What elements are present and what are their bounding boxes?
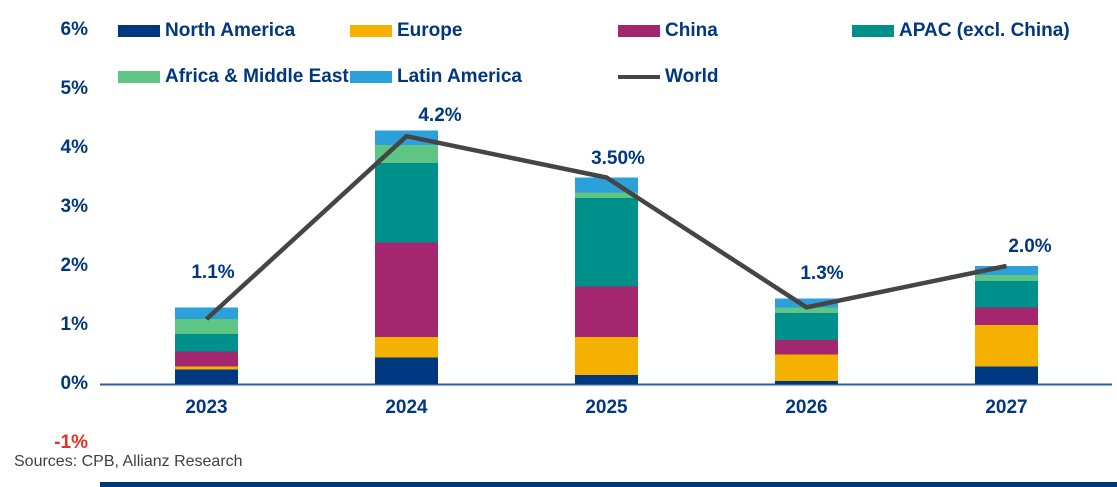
x-axis-label: 2024 — [385, 397, 428, 418]
legend-label: APAC (excl. China) — [899, 20, 1070, 41]
bar-segment-latin-america-2027 — [975, 266, 1038, 275]
legend-label: China — [665, 20, 718, 41]
bar-segment-africa-middle-east-2025 — [575, 192, 638, 199]
legend-color-swatch — [852, 25, 894, 37]
footer-rule — [100, 482, 1117, 487]
legend-label: Africa & Middle East — [165, 66, 349, 87]
bar-segment-europe-2024 — [375, 336, 438, 358]
x-axis-label: 2023 — [185, 397, 228, 418]
bar-segment-apac-excl-china-2026 — [775, 313, 838, 340]
x-axis-label: 2025 — [585, 397, 628, 418]
x-axis-label: 2027 — [985, 397, 1028, 418]
y-tick-label: 6% — [60, 19, 88, 40]
legend-label: Latin America — [397, 66, 522, 87]
legend-color-swatch — [118, 71, 160, 83]
bar-segment-europe-2027 — [975, 325, 1038, 367]
y-tick-label: 0% — [60, 373, 88, 394]
bar-segment-europe-2023 — [175, 366, 238, 370]
legend-item-europe: Europe — [350, 20, 462, 42]
x-axis-label: 2026 — [785, 397, 828, 418]
legend-label: World — [665, 66, 719, 87]
bar-segment-europe-2026 — [775, 354, 838, 382]
bar-segment-china-2026 — [775, 339, 838, 355]
bar-segment-china-2023 — [175, 351, 238, 367]
bar-segment-africa-middle-east-2027 — [975, 274, 1038, 281]
bar-value-label: 1.3% — [800, 263, 844, 284]
y-tick-label: 2% — [60, 255, 88, 276]
bar-segment-europe-2025 — [575, 336, 638, 376]
bar-segment-china-2025 — [575, 286, 638, 337]
world-line — [204, 133, 1007, 321]
legend-item-apac-excl-china: APAC (excl. China) — [852, 20, 1070, 42]
legend-color-swatch — [118, 25, 160, 37]
bar-segment-apac-excl-china-2027 — [975, 280, 1038, 308]
bar-segment-latin-america-2026 — [775, 298, 838, 308]
bar-segment-north-america-2024 — [375, 357, 438, 384]
y-tick-label: 5% — [60, 78, 88, 99]
bar-segment-africa-middle-east-2023 — [175, 319, 238, 334]
sources-caption: Sources: CPB, Allianz Research — [14, 453, 243, 470]
bar-segment-north-america-2025 — [575, 375, 638, 384]
y-tick-label: 4% — [60, 137, 88, 158]
bar-segment-north-america-2027 — [975, 366, 1038, 384]
legend-color-swatch — [350, 71, 392, 83]
legend-color-swatch — [350, 25, 392, 37]
bar-value-label: 1.1% — [191, 262, 235, 283]
y-tick-label: -1% — [54, 432, 88, 453]
bar-value-label: 4.2% — [418, 105, 462, 126]
legend-color-swatch — [618, 25, 660, 37]
legend-item-africa-middle-east: Africa & Middle East — [118, 66, 349, 88]
bar-value-label: 3.50% — [591, 148, 645, 169]
legend-item-north-america: North America — [118, 20, 295, 42]
bar-segment-china-2024 — [375, 242, 438, 337]
bar-segment-apac-excl-china-2023 — [175, 333, 238, 352]
legend-item-world: World — [618, 66, 718, 88]
bar-segment-north-america-2023 — [175, 369, 238, 384]
bar-value-label: 2.0% — [1008, 236, 1052, 257]
legend-label: North America — [165, 20, 296, 41]
y-tick-label: 1% — [60, 314, 88, 335]
legend-label: Europe — [397, 20, 463, 41]
legend-item-latin-america: Latin America — [350, 66, 522, 88]
x-axis-line — [100, 383, 1112, 386]
bar-segment-apac-excl-china-2025 — [575, 198, 638, 287]
bar-segment-latin-america-2023 — [175, 307, 238, 320]
legend-item-china: China — [618, 20, 718, 42]
bar-segment-apac-excl-china-2024 — [375, 162, 438, 243]
bar-segment-north-america-2026 — [775, 381, 838, 384]
y-tick-label: 3% — [60, 196, 88, 217]
bar-segment-china-2027 — [975, 307, 1038, 325]
legend-line-swatch — [618, 75, 660, 79]
bar-segment-africa-middle-east-2026 — [775, 307, 838, 314]
